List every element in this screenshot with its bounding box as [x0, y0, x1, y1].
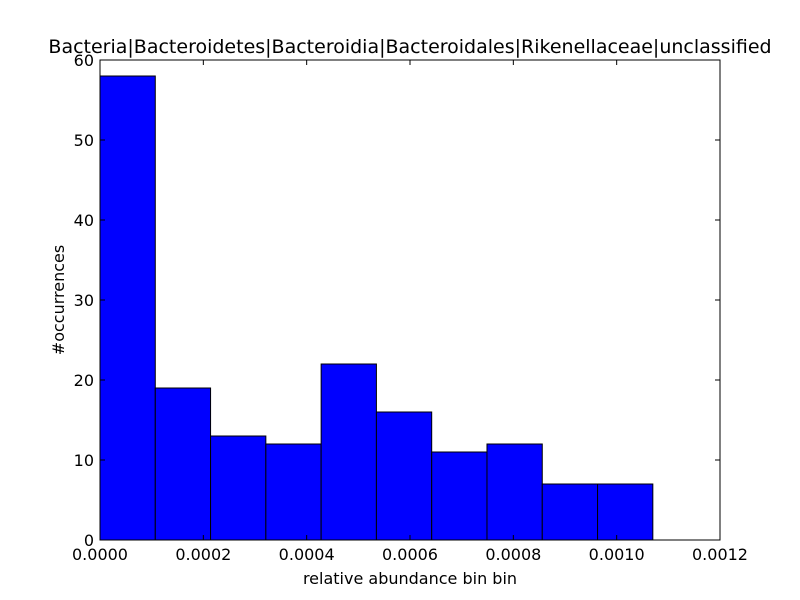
y-tick-label: 40: [74, 211, 94, 230]
y-tick-label: 0: [84, 531, 94, 550]
histogram-bar: [375, 411, 433, 541]
y-tick-label: 60: [74, 51, 94, 70]
y-tick-label: 10: [74, 451, 94, 470]
histogram-bar: [597, 483, 654, 541]
histogram-bar: [265, 443, 322, 541]
bars-group: [99, 75, 654, 541]
histogram-bar: [154, 387, 212, 541]
y-tick-label: 50: [74, 131, 94, 150]
histogram-bar: [210, 435, 267, 541]
y-tick-labels: 0 10 20 30 40 50 60: [74, 51, 94, 550]
histogram-bar: [431, 451, 488, 541]
ticks-group: [99, 59, 721, 541]
x-tick-label: 0.0006: [382, 545, 438, 564]
y-tick-label: 20: [74, 371, 94, 390]
y-axis-label: #occurrences: [49, 245, 68, 355]
x-tick-label: 0.0004: [279, 545, 335, 564]
x-tick-label: 0.0012: [692, 545, 748, 564]
x-tick-label: 0.0000: [72, 545, 128, 564]
x-tick-label: 0.0008: [485, 545, 541, 564]
histogram-bar: [486, 443, 543, 541]
x-tick-label: 0.0002: [175, 545, 231, 564]
y-tick-label: 30: [74, 291, 94, 310]
histogram-bar: [541, 483, 599, 541]
x-tick-label: 0.0010: [589, 545, 645, 564]
chart-title: Bacteria|Bacteroidetes|Bacteroidia|Bacte…: [48, 36, 771, 58]
histogram-bar: [320, 363, 377, 541]
x-axis-label: relative abundance bin bin: [303, 569, 517, 588]
histogram-bar: [99, 75, 156, 541]
x-tick-labels: 0.0000 0.0002 0.0004 0.0006 0.0008 0.0010 0.00…: [72, 545, 748, 564]
